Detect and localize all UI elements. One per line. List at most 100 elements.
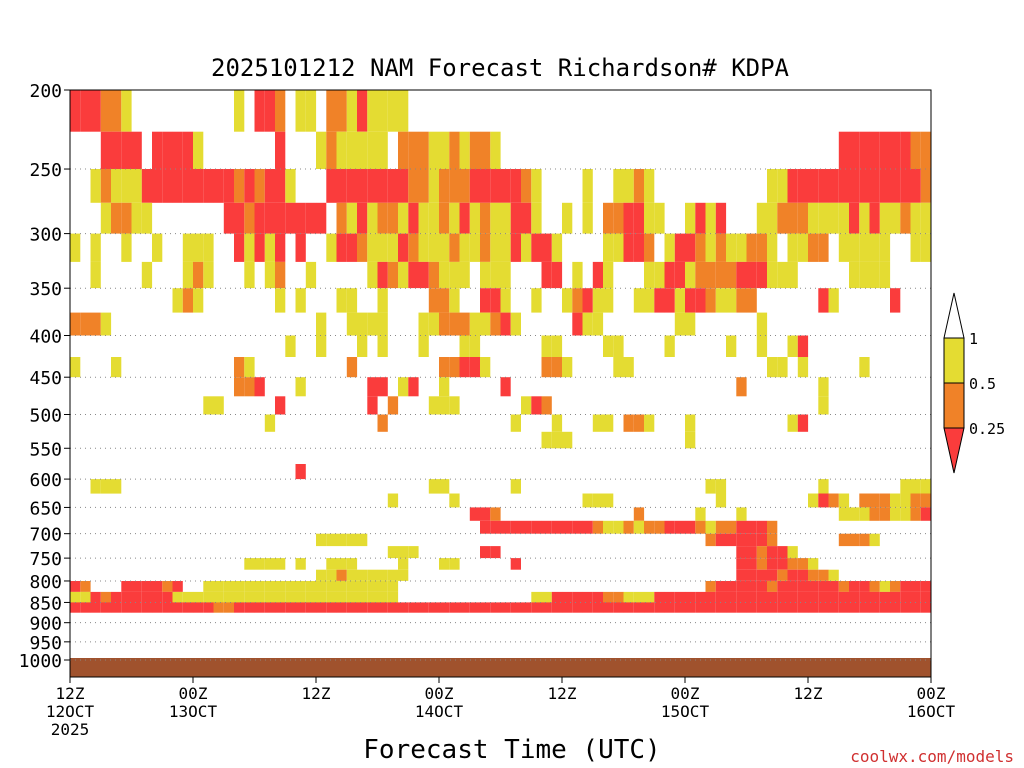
ri-cell (182, 233, 194, 262)
ri-cell (736, 581, 747, 592)
ri-cell (777, 357, 788, 378)
ri-cell (828, 493, 839, 508)
ri-cell (623, 591, 634, 603)
ri-cell (213, 396, 224, 415)
ri-cell (254, 591, 265, 603)
ri-cell (254, 602, 265, 613)
ri-cell (685, 202, 696, 234)
ri-cell (500, 288, 511, 313)
ri-cell (592, 312, 604, 336)
ri-cell (152, 169, 163, 203)
ri-cell (797, 581, 809, 592)
ri-cell (285, 335, 296, 357)
ri-cell (900, 131, 911, 169)
ri-cell (439, 357, 450, 378)
ri-cell (398, 131, 409, 169)
ri-cell (726, 233, 737, 262)
ri-cell (459, 335, 470, 357)
ri-cell (377, 602, 388, 613)
ground-fill (70, 658, 931, 677)
ri-cell (797, 591, 809, 603)
ri-cell (592, 288, 604, 313)
ri-cell (592, 261, 604, 289)
x-tick-label: 00Z (917, 684, 946, 703)
ri-cell (254, 377, 265, 397)
ri-cell (890, 169, 901, 203)
ri-cell (715, 202, 727, 234)
ri-cell (387, 233, 399, 262)
ri-cell (510, 233, 521, 262)
ri-cell (500, 202, 511, 234)
ri-cell (152, 581, 163, 592)
ri-cell (531, 169, 542, 203)
ri-cell (603, 288, 614, 313)
ri-cell (193, 602, 204, 613)
ri-cell (562, 357, 573, 378)
ri-cell (879, 602, 891, 613)
ri-cell (121, 169, 132, 203)
ri-cell (808, 493, 819, 508)
ri-cell (131, 602, 142, 613)
ri-cell (172, 591, 183, 603)
ri-cell (797, 335, 809, 357)
ri-cell (777, 602, 788, 613)
x-axis-label: Forecast Time (UTC) (363, 735, 660, 765)
ri-cell (787, 169, 798, 203)
ri-cell (398, 90, 409, 132)
ri-cell (193, 261, 204, 289)
ri-cell (264, 202, 276, 234)
ri-cell (367, 312, 378, 336)
color-legend: 1 0.5 0.25 (943, 292, 1005, 474)
ri-cell (275, 288, 286, 313)
ri-cell (213, 169, 224, 203)
ri-cell (244, 169, 255, 203)
ri-cell (357, 581, 368, 592)
ri-cell (131, 202, 142, 234)
ri-cell (828, 591, 839, 603)
ri-cell (623, 414, 634, 432)
ri-cell (674, 233, 686, 262)
ri-cell (141, 581, 153, 592)
ri-cell (664, 591, 675, 603)
ri-cell (746, 602, 757, 613)
ri-cell (592, 591, 604, 603)
ri-cell (275, 90, 286, 132)
ri-cell (551, 414, 563, 432)
ri-cell (285, 591, 296, 603)
ri-cell (613, 169, 624, 203)
ri-cell (275, 602, 286, 613)
ri-cell (890, 602, 901, 613)
ri-cell (767, 261, 778, 289)
ri-cell (449, 261, 460, 289)
ri-cell (551, 335, 563, 357)
ri-cell (531, 520, 542, 534)
ri-cell (808, 602, 819, 613)
ri-cell (838, 591, 850, 603)
ri-cell (203, 602, 214, 613)
ri-cell (603, 261, 614, 289)
ri-cell (674, 288, 686, 313)
y-tick-label: 650 (29, 498, 62, 519)
ri-cell (439, 558, 450, 570)
ri-cell (346, 131, 358, 169)
ri-cell (336, 602, 347, 613)
ri-cell (254, 90, 265, 132)
ri-cell (828, 169, 839, 203)
ri-cell (90, 591, 101, 603)
ri-cell (428, 396, 440, 415)
ri-cell (408, 602, 419, 613)
ri-cell (879, 169, 891, 203)
ri-cell (828, 602, 839, 613)
ri-cell (244, 591, 255, 603)
ri-cell (459, 261, 470, 289)
ri-cell (685, 591, 696, 603)
ri-cell (726, 335, 737, 357)
ri-cell (367, 233, 378, 262)
ri-cell (746, 288, 757, 313)
ri-cell (531, 233, 542, 262)
ri-cell (367, 90, 378, 132)
ri-cell (346, 581, 358, 592)
ri-cell (275, 202, 286, 234)
ri-cell (838, 233, 850, 262)
ri-cell (787, 546, 798, 559)
